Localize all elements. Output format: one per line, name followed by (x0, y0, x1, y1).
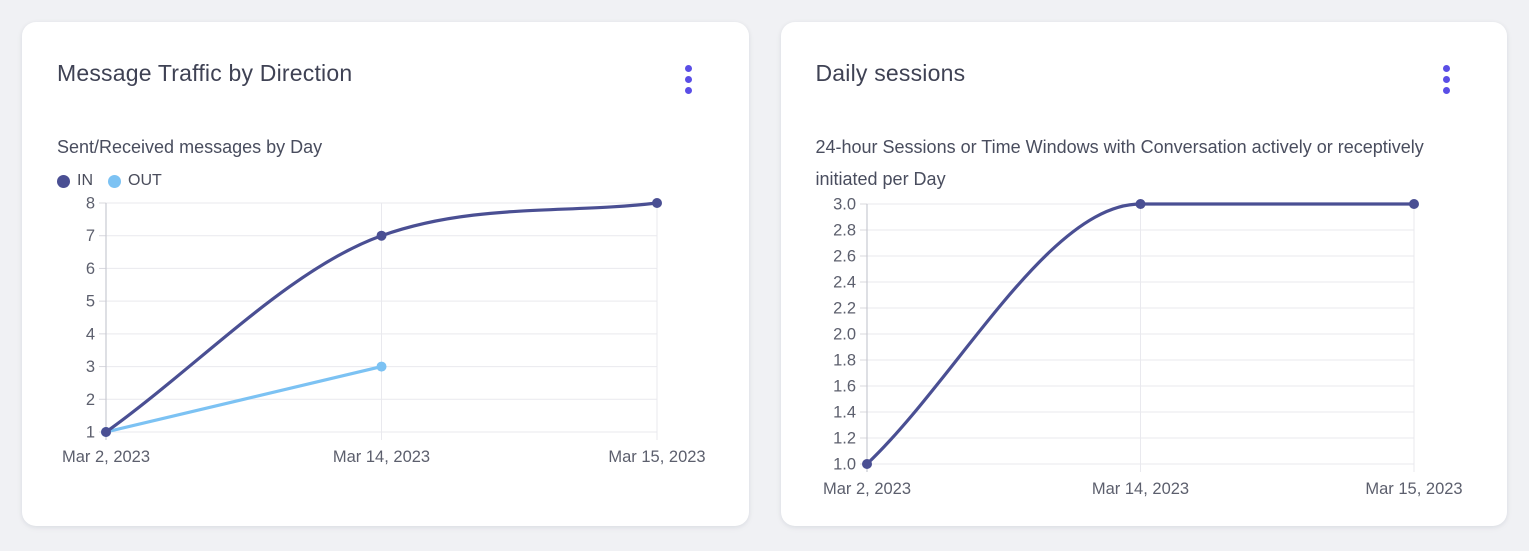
chart-legend: IN OUT (57, 170, 714, 192)
card-subtitle: 24-hour Sessions or Time Windows with Co… (815, 137, 1424, 190)
legend-label-in: IN (77, 172, 93, 190)
message-traffic-line-chart: 1 2 3 4 5 6 7 8 Mar 2, 2023 Mar 14, 2023 Mar 15, 2… (57, 195, 714, 470)
svg-text:2.2: 2.2 (833, 299, 856, 317)
svg-text:6: 6 (86, 260, 95, 278)
svg-text:2.6: 2.6 (833, 247, 856, 265)
legend-dot-in (57, 174, 70, 188)
svg-text:2.0: 2.0 (833, 325, 856, 343)
svg-text:Mar 15, 2023: Mar 15, 2023 (1365, 480, 1462, 498)
card-title: Message Traffic by Direction (57, 60, 353, 86)
svg-text:4: 4 (86, 326, 95, 344)
svg-text:1.6: 1.6 (833, 377, 856, 395)
svg-text:3.0: 3.0 (833, 195, 856, 213)
legend-label-out: OUT (128, 172, 162, 190)
svg-text:Mar 14, 2023: Mar 14, 2023 (333, 448, 430, 466)
svg-text:Mar 14, 2023: Mar 14, 2023 (1091, 480, 1188, 498)
svg-text:1: 1 (86, 424, 95, 442)
svg-text:7: 7 (86, 228, 95, 246)
svg-text:1.4: 1.4 (833, 403, 856, 421)
svg-text:2.8: 2.8 (833, 221, 856, 239)
card-title: Daily sessions (815, 60, 966, 86)
daily-sessions-line-chart: 1.0 1.2 1.4 1.6 1.8 2.0 2.2 2.4 2.6 2.8 3.0 Mar 2, … (816, 195, 1473, 502)
legend-dot-out (108, 174, 121, 188)
card-header: Message Traffic by Direction (57, 60, 714, 99)
legend-item-out[interactable]: OUT (108, 172, 162, 190)
legend-item-in[interactable]: IN (57, 172, 93, 190)
svg-text:1.0: 1.0 (833, 455, 856, 473)
svg-text:5: 5 (86, 293, 95, 311)
card-daily-sessions: Daily sessions 24-hour Sessions or Time … (780, 22, 1507, 526)
svg-text:2.4: 2.4 (833, 273, 856, 291)
svg-text:Mar 2, 2023: Mar 2, 2023 (822, 480, 910, 498)
card-subtitle: Sent/Received messages by Day (57, 137, 323, 157)
svg-text:Mar 15, 2023: Mar 15, 2023 (608, 448, 705, 466)
kebab-menu-icon[interactable] (1437, 60, 1456, 99)
card-message-traffic: Message Traffic by Direction Sent/Receiv… (22, 22, 749, 526)
card-header: Daily sessions (816, 60, 1473, 99)
svg-text:8: 8 (86, 195, 95, 213)
svg-text:1.8: 1.8 (833, 351, 856, 369)
svg-text:3: 3 (86, 358, 95, 376)
svg-text:Mar 2, 2023: Mar 2, 2023 (62, 448, 150, 466)
svg-text:2: 2 (86, 391, 95, 409)
kebab-menu-icon[interactable] (679, 60, 698, 99)
svg-text:1.2: 1.2 (833, 429, 856, 447)
